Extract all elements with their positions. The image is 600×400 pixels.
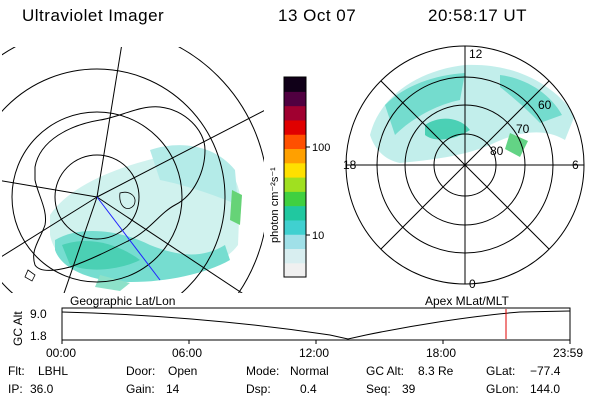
mlt-lines	[346, 46, 584, 284]
uv-intensity-imagery	[370, 64, 575, 163]
colorbar-segment	[284, 262, 306, 278]
geographic-panel-label: Geographic Lat/Lon	[70, 294, 176, 308]
colorbar-segment	[284, 191, 306, 207]
door-label: Door:	[126, 364, 156, 378]
glat-value: −77.4	[530, 364, 561, 378]
dsp-value: 0.4	[300, 382, 317, 396]
date-label: 13 Oct 07	[278, 6, 357, 25]
colorbar-segment	[284, 148, 306, 164]
uv-intensity-imagery	[50, 145, 242, 291]
seq-value: 39	[402, 382, 416, 396]
filter-value: LBHL	[38, 364, 69, 378]
gain-value: 14	[166, 382, 180, 396]
intensity-colorbar: 100 10 photon cm⁻²s⁻¹	[269, 76, 330, 278]
meridian-lines	[2, 47, 264, 293]
ip-label: IP:	[8, 382, 23, 396]
altitude-curve	[61, 310, 571, 340]
timeline-ytick-max: 9.0	[30, 307, 47, 321]
filter-label: Flt:	[8, 364, 25, 378]
colorbar-segment	[284, 119, 306, 135]
footprint-line	[96, 196, 161, 281]
gc-alt-value: 8.3 Re	[418, 364, 454, 378]
colorbar-gradient	[284, 77, 306, 278]
timeline-xtick-3: 18:00	[426, 346, 456, 360]
colorbar-segment	[284, 77, 306, 92]
apex-panel-label: Apex MLat/MLT	[425, 294, 509, 308]
colorbar-tick-100: 100	[312, 142, 330, 154]
mlt-label-6: 6	[572, 158, 579, 172]
mlt-label-12: 12	[469, 47, 483, 61]
instrument-title: Ultraviolet Imager	[22, 6, 165, 25]
altitude-timeline: GC Alt 9.0 1.8 00:00 06:00 12:00 18:00 2…	[11, 307, 583, 360]
colorbar-segment	[284, 134, 306, 150]
latitude-circles	[2, 47, 264, 293]
ip-value: 36.0	[30, 382, 54, 396]
time-label: 20:58:17 UT	[428, 6, 528, 25]
colorbar-segment	[284, 234, 306, 250]
mode-label: Mode:	[246, 364, 280, 378]
colorbar-unit-label: photon cm⁻²s⁻¹	[269, 167, 281, 243]
colorbar-segment	[284, 205, 306, 221]
mode-value: Normal	[290, 364, 329, 378]
mlt-label-0: 0	[469, 277, 476, 291]
timeline-xtick-0: 00:00	[46, 346, 76, 360]
colorbar-segment	[284, 219, 306, 235]
colorbar-segment	[284, 105, 306, 121]
timeline-xtick-4: 23:59	[553, 346, 583, 360]
mlt-label-18: 18	[343, 158, 357, 172]
apex-map: 12 18 6 0 60 70 80	[343, 45, 585, 291]
mlat-label-60: 60	[538, 98, 552, 112]
colorbar-segment	[284, 248, 306, 264]
coastline	[33, 106, 206, 271]
mlat-label-80: 80	[490, 144, 504, 158]
colorbar-segment	[284, 162, 306, 178]
dsp-label: Dsp:	[246, 382, 271, 396]
timeline-frame	[61, 307, 571, 341]
timeline-xtick-1: 06:00	[172, 346, 202, 360]
geographic-map	[2, 47, 264, 293]
colorbar-segment	[284, 91, 306, 107]
timeline-ytick-min: 1.8	[30, 329, 47, 343]
door-value: Open	[168, 364, 198, 378]
timeline-xtick-2: 12:00	[299, 346, 329, 360]
colorbar-segment	[284, 177, 306, 192]
seq-label: Seq:	[366, 382, 391, 396]
mlat-label-70: 70	[516, 122, 530, 136]
glat-label: GLat:	[486, 364, 516, 378]
timeline-ylabel: GC Alt	[11, 311, 25, 346]
gain-label: Gain:	[126, 382, 155, 396]
gc-alt-label: GC Alt:	[366, 364, 405, 378]
colorbar-tick-10: 10	[312, 230, 324, 242]
glon-label: GLon:	[486, 382, 519, 396]
glon-value: 144.0	[530, 382, 561, 396]
